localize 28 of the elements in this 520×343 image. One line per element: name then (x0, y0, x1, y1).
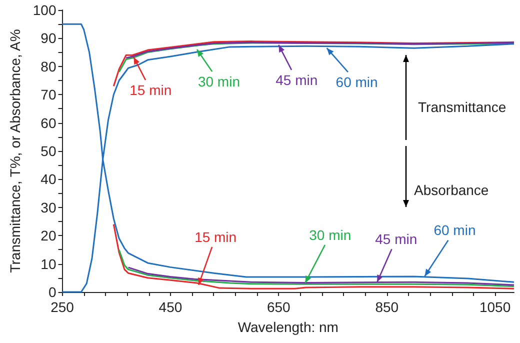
y-tick-label: 0 (48, 284, 56, 300)
y-axis-title: Transmittance, T%, or Absorbance, A% (7, 29, 23, 273)
x-tick-label: 250 (50, 299, 74, 315)
x-tick-label: 450 (158, 299, 182, 315)
y-tick-label: 90 (40, 30, 56, 46)
annotation: 60 min (434, 222, 476, 238)
y-tick-label: 40 (40, 171, 56, 188)
annotation: 60 min (336, 74, 378, 90)
x-tick-label: 650 (266, 299, 291, 315)
y-tick-label: 100 (32, 2, 56, 18)
y-tick-label: 30 (40, 199, 56, 216)
y-tick-label: 70 (40, 86, 56, 103)
y-tick-label: 20 (40, 228, 56, 244)
y-tick-label: 80 (40, 58, 56, 74)
x-tick-label: 850 (375, 299, 399, 315)
x-tick-label: 1050 (479, 299, 511, 315)
y-tick-label: 50 (40, 143, 56, 159)
y-tick-label: 60 (40, 114, 56, 131)
annotation: 15 min (130, 82, 172, 98)
annotation: 30 min (198, 73, 240, 90)
annotation: 15 min (194, 228, 237, 245)
annotation: 45 min (375, 231, 418, 248)
annotation: 45 min (276, 72, 318, 88)
annotation: Absorbance (414, 182, 489, 198)
annotation: 30 min (309, 226, 352, 243)
y-tick-label: 10 (40, 256, 56, 272)
x-axis-title: Wavelength: nm (238, 319, 338, 335)
annotation: Transmittance (418, 99, 506, 115)
